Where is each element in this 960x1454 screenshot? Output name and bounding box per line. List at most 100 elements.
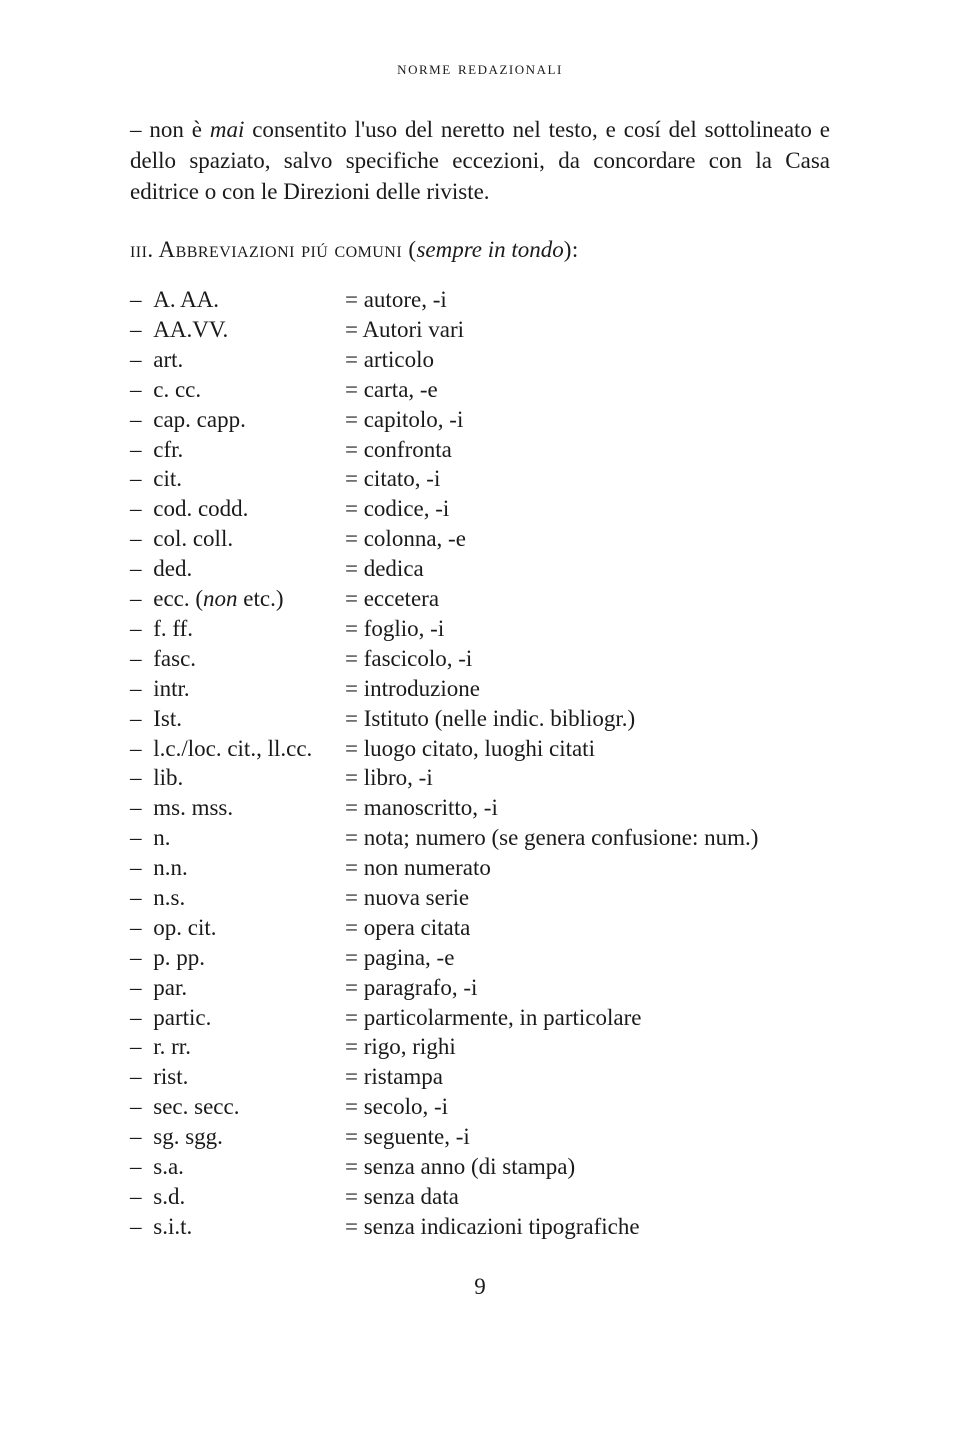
abbrev-text: p. pp. [153, 945, 205, 970]
definition-cell: = libro, -i [345, 763, 758, 793]
dash-icon: – [130, 765, 147, 790]
section-heading: iii. Abbreviazioni piú comuni (sempre in… [130, 237, 830, 263]
table-row: – A. AA.= autore, -i [130, 285, 758, 315]
intro-emphasis: mai [210, 117, 245, 142]
definition-cell: = Istituto (nelle indic. bibliogr.) [345, 704, 758, 734]
abbrev-text: s.d. [153, 1184, 185, 1209]
table-row: – cap. capp.= capitolo, -i [130, 405, 758, 435]
dash-icon: – [130, 616, 147, 641]
table-row: – op. cit.= opera citata [130, 913, 758, 943]
dash-icon: – [130, 855, 147, 880]
abbrev-cell: – ms. mss. [130, 793, 345, 823]
table-row: – cod. codd.= codice, -i [130, 494, 758, 524]
table-row: – sec. secc.= secolo, -i [130, 1092, 758, 1122]
abbrev-cell: – intr. [130, 674, 345, 704]
dash-icon: – [130, 795, 147, 820]
abbrev-cell: – cod. codd. [130, 494, 345, 524]
definition-cell: = secolo, -i [345, 1092, 758, 1122]
abbrev-cell: – par. [130, 973, 345, 1003]
abbrev-text: A. AA. [153, 287, 219, 312]
section-number: iii. [130, 237, 159, 262]
abbrev-cell: – n.s. [130, 883, 345, 913]
table-row: – ded.= dedica [130, 554, 758, 584]
definition-cell: = senza data [345, 1182, 758, 1212]
table-row: – n.n.= non numerato [130, 853, 758, 883]
definition-cell: = pagina, -e [345, 943, 758, 973]
table-row: – partic. = particolarmente, in particola… [130, 1003, 758, 1033]
abbrev-text: ecc. ( [153, 586, 203, 611]
table-row: – l.c./loc. cit., ll.cc. = luogo citato, … [130, 734, 758, 764]
definition-cell: = foglio, -i [345, 614, 758, 644]
dash-icon: – [130, 1094, 147, 1119]
dash-icon: – [130, 347, 147, 372]
table-row: – r. rr.= rigo, righi [130, 1032, 758, 1062]
dash-icon: – [130, 736, 147, 761]
definition-cell: = seguente, -i [345, 1122, 758, 1152]
table-row: – rist.= ristampa [130, 1062, 758, 1092]
dash-icon: – [130, 377, 147, 402]
definition-cell: = senza indicazioni tipografiche [345, 1212, 758, 1242]
intro-paragraph: – non è mai consentito l'uso del neretto… [130, 114, 830, 207]
abbrev-text: cfr. [153, 437, 183, 462]
abbrev-cell: – op. cit. [130, 913, 345, 943]
dash-icon: – [130, 1064, 147, 1089]
dash-icon: – [130, 287, 147, 312]
abbrev-cell: – n.n. [130, 853, 345, 883]
abbrev-cell: – col. coll. [130, 524, 345, 554]
dash-icon: – [130, 1034, 147, 1059]
definition-cell: = dedica [345, 554, 758, 584]
abbrev-cell: – fasc. [130, 644, 345, 674]
dash-icon: – [130, 945, 147, 970]
abbrev-text: sec. secc. [153, 1094, 239, 1119]
abbrev-text: f. ff. [153, 616, 193, 641]
abbrev-cell: – A. AA. [130, 285, 345, 315]
dash-icon: – [130, 586, 147, 611]
abbrev-text: ded. [153, 556, 192, 581]
definition-cell: = colonna, -e [345, 524, 758, 554]
abbrev-cell: – s.a. [130, 1152, 345, 1182]
dash-icon: – [130, 706, 147, 731]
abbrev-text: op. cit. [153, 915, 216, 940]
definition-cell: = opera citata [345, 913, 758, 943]
dash-icon: – [130, 676, 147, 701]
dash-icon: – [130, 496, 147, 521]
definition-cell: = carta, -e [345, 375, 758, 405]
dash-icon: – [130, 1005, 147, 1030]
dash-icon: – [130, 915, 147, 940]
dash-icon: – [130, 317, 147, 342]
abbrev-text: partic. [153, 1005, 211, 1030]
dash-icon: – [130, 825, 147, 850]
abbrev-cell: – sec. secc. [130, 1092, 345, 1122]
intro-pre: non è [149, 117, 209, 142]
abbrev-text: n.s. [153, 885, 185, 910]
section-title: Abbreviazioni piú comuni ( [159, 237, 417, 262]
abbrev-text: AA.VV. [153, 317, 228, 342]
definition-cell: = nota; numero (se genera confusione: nu… [345, 823, 758, 853]
abbrev-text: art. [153, 347, 183, 372]
abbrev-cell: – s.i.t. [130, 1212, 345, 1242]
definition-cell: = codice, -i [345, 494, 758, 524]
definition-cell: = citato, -i [345, 464, 758, 494]
table-row: – n. = nota; numero (se genera confusione… [130, 823, 758, 853]
table-row: – fasc.= fascicolo, -i [130, 644, 758, 674]
table-row: – cit.= citato, -i [130, 464, 758, 494]
abbrev-text: sg. sgg. [153, 1124, 223, 1149]
abbrev-cell: – p. pp. [130, 943, 345, 973]
abbrev-cell: – lib. [130, 763, 345, 793]
table-row: – cfr.= confronta [130, 435, 758, 465]
definition-cell: = luogo citato, luoghi citati [345, 734, 758, 764]
abbrev-text: n. [153, 825, 170, 850]
definition-cell: = introduzione [345, 674, 758, 704]
running-head: norme redazionali [130, 58, 830, 80]
dash-icon: – [130, 526, 147, 551]
table-row: – f. ff. = foglio, -i [130, 614, 758, 644]
page-number: 9 [130, 1274, 830, 1300]
definition-cell: = Autori vari [345, 315, 758, 345]
definition-cell: = capitolo, -i [345, 405, 758, 435]
definition-cell: = particolarmente, in particolare [345, 1003, 758, 1033]
table-row: – art.= articolo [130, 345, 758, 375]
abbrev-text: l.c./loc. cit., ll.cc. [153, 736, 312, 761]
abbrev-cell: – ded. [130, 554, 345, 584]
dash-icon: – [130, 885, 147, 910]
table-row: – lib.= libro, -i [130, 763, 758, 793]
